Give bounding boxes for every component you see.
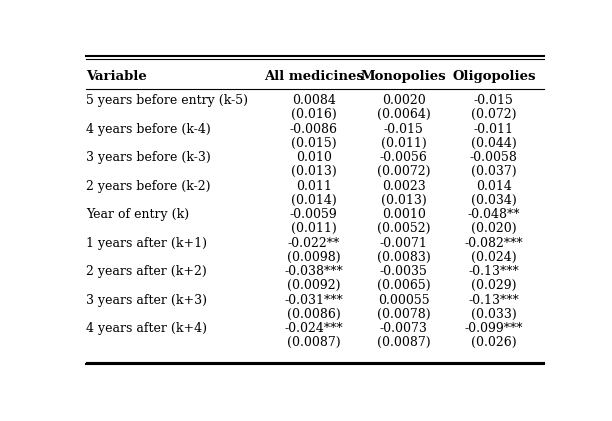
Text: (0.0086): (0.0086) [287,308,340,321]
Text: (0.033): (0.033) [471,308,517,321]
Text: 0.0010: 0.0010 [382,208,426,221]
Text: 0.0023: 0.0023 [382,180,425,193]
Text: Year of entry (k): Year of entry (k) [86,208,189,221]
Text: (0.044): (0.044) [471,136,517,149]
Text: (0.011): (0.011) [291,222,337,235]
Text: -0.0073: -0.0073 [380,322,428,336]
Text: (0.0083): (0.0083) [377,250,431,264]
Text: -0.022**: -0.022** [288,237,340,250]
Text: -0.011: -0.011 [474,123,514,136]
Text: -0.015: -0.015 [474,94,514,107]
Text: 5 years before entry (k-5): 5 years before entry (k-5) [86,94,248,107]
Text: -0.0056: -0.0056 [380,151,428,164]
Text: (0.013): (0.013) [381,194,427,207]
Text: (0.0087): (0.0087) [287,336,340,349]
Text: -0.0086: -0.0086 [289,123,338,136]
Text: 0.00055: 0.00055 [378,294,430,307]
Text: (0.015): (0.015) [291,136,337,149]
Text: (0.072): (0.072) [471,108,517,121]
Text: 0.011: 0.011 [296,180,332,193]
Text: (0.024): (0.024) [471,250,517,264]
Text: (0.0064): (0.0064) [377,108,431,121]
Text: 0.010: 0.010 [296,151,332,164]
Text: Variable: Variable [86,70,147,83]
Text: (0.026): (0.026) [471,336,517,349]
Text: Monopolies: Monopolies [361,70,447,83]
Text: (0.011): (0.011) [381,136,427,149]
Text: Oligopolies: Oligopolies [452,70,536,83]
Text: (0.0065): (0.0065) [377,279,431,292]
Text: (0.0098): (0.0098) [287,250,340,264]
Text: 0.0084: 0.0084 [292,94,335,107]
Text: (0.0052): (0.0052) [377,222,430,235]
Text: 2 years before (k-2): 2 years before (k-2) [86,180,211,193]
Text: 4 years before (k-4): 4 years before (k-4) [86,123,211,136]
Text: -0.13***: -0.13*** [469,265,519,278]
Text: -0.13***: -0.13*** [469,294,519,307]
Text: (0.020): (0.020) [471,222,517,235]
Text: -0.0071: -0.0071 [380,237,428,250]
Text: -0.099***: -0.099*** [465,322,523,336]
Text: 0.0020: 0.0020 [382,94,425,107]
Text: -0.0058: -0.0058 [470,151,518,164]
Text: (0.016): (0.016) [291,108,337,121]
Text: All medicines: All medicines [264,70,364,83]
Text: 3 years before (k-3): 3 years before (k-3) [86,151,211,164]
Text: 3 years after (k+3): 3 years after (k+3) [86,294,207,307]
Text: (0.034): (0.034) [471,194,517,207]
Text: -0.031***: -0.031*** [285,294,343,307]
Text: (0.0087): (0.0087) [377,336,431,349]
Text: (0.029): (0.029) [471,279,517,292]
Text: 0.014: 0.014 [476,180,512,193]
Text: (0.0078): (0.0078) [377,308,431,321]
Text: (0.014): (0.014) [291,194,337,207]
Text: -0.0035: -0.0035 [380,265,428,278]
Text: -0.048**: -0.048** [468,208,520,221]
Text: 1 years after (k+1): 1 years after (k+1) [86,237,207,250]
Text: 2 years after (k+2): 2 years after (k+2) [86,265,207,278]
Text: -0.082***: -0.082*** [465,237,523,250]
Text: (0.013): (0.013) [291,165,337,178]
Text: -0.0059: -0.0059 [289,208,338,221]
Text: (0.0092): (0.0092) [287,279,340,292]
Text: 4 years after (k+4): 4 years after (k+4) [86,322,207,336]
Text: -0.015: -0.015 [384,123,424,136]
Text: -0.024***: -0.024*** [285,322,343,336]
Text: (0.0072): (0.0072) [377,165,430,178]
Text: (0.037): (0.037) [471,165,517,178]
Text: -0.038***: -0.038*** [285,265,343,278]
